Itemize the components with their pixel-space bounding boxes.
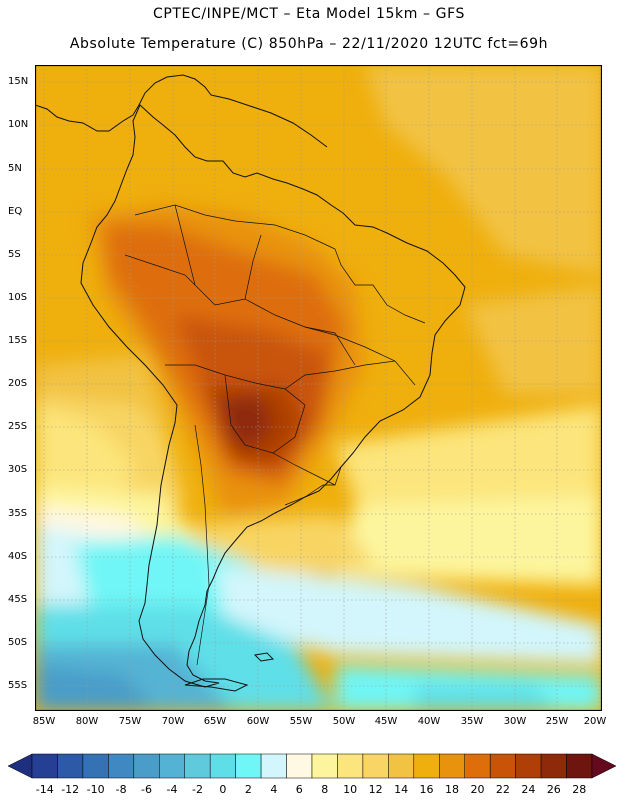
scale-label: 4 <box>270 783 278 796</box>
graticule <box>35 65 602 711</box>
lat-tick-label: 10N <box>8 119 29 130</box>
scale-label: 18 <box>445 783 459 796</box>
lon-tick-label: 25W <box>545 716 569 727</box>
scale-label: 10 <box>343 783 358 796</box>
scale-label: 24 <box>521 783 536 796</box>
lat-tick-label: 15S <box>8 335 28 346</box>
title-line-1: CPTEC/INPE/MCT – Eta Model 15km – GFS <box>152 6 466 22</box>
scale-label: -14 <box>35 783 54 796</box>
lon-tick-label: 35W <box>460 716 484 727</box>
scale-swatch <box>413 753 440 779</box>
lon-tick-label: 75W <box>118 716 142 727</box>
lat-tick-label: 55S <box>8 680 28 691</box>
lat-tick-label: 50S <box>8 637 28 648</box>
coastlines <box>35 74 466 692</box>
lon-tick-label: 80W <box>75 716 99 727</box>
scale-swatch <box>260 753 287 779</box>
scale-label: 16 <box>419 783 434 796</box>
lat-tick-label: 35S <box>8 508 28 519</box>
scale-label: 14 <box>394 783 409 796</box>
scale-swatch <box>439 753 465 779</box>
central-america-coast <box>35 74 212 132</box>
lon-tick-label: 20W <box>583 716 607 727</box>
scale-label: -10 <box>86 783 105 796</box>
scale-label: 8 <box>321 783 329 796</box>
lon-tick-label: 65W <box>203 716 227 727</box>
scale-label: -2 <box>191 783 203 796</box>
south-america-coast <box>80 104 466 688</box>
lon-tick-label: 30W <box>503 716 527 727</box>
lat-tick-label: 20S <box>8 378 28 389</box>
lat-tick-label: 15N <box>8 76 29 87</box>
scale-label: 20 <box>470 783 485 796</box>
scale-swatch <box>464 753 491 779</box>
scale-swatch <box>82 753 109 779</box>
lat-tick-label: 25S <box>8 421 28 432</box>
scale-swatch <box>388 753 415 779</box>
scale-swatch <box>362 753 389 779</box>
scale-swatch <box>286 753 313 779</box>
scale-swatch <box>311 753 338 779</box>
color-scale-bar <box>8 753 616 779</box>
scale-overflow-arrow <box>591 753 616 779</box>
scale-label: 2 <box>244 783 252 796</box>
lon-tick-label: 45W <box>374 716 398 727</box>
scale-label: 0 <box>219 783 227 796</box>
lon-tick-label: 40W <box>417 716 441 727</box>
scale-label: -4 <box>166 783 178 796</box>
scale-swatch <box>235 753 262 779</box>
tierra-del-fuego <box>184 678 249 692</box>
lon-tick-label: 85W <box>32 716 56 727</box>
scale-swatch <box>159 753 185 779</box>
lon-tick-label: 60W <box>246 716 270 727</box>
lon-tick-label: 50W <box>332 716 356 727</box>
scale-swatch <box>540 753 567 779</box>
scale-swatch <box>489 753 516 779</box>
lon-tick-label: 55W <box>289 716 313 727</box>
scale-swatch <box>31 753 58 779</box>
scale-label: 22 <box>495 783 510 796</box>
country-borders <box>124 204 426 666</box>
falkland-islands <box>253 652 275 662</box>
scale-label: 28 <box>572 783 587 796</box>
scale-swatch <box>108 753 135 779</box>
lat-tick-label: EQ <box>8 206 23 217</box>
scale-swatch <box>57 753 84 779</box>
caribbean-coast <box>210 94 328 148</box>
lat-tick-label: 30S <box>8 464 28 475</box>
lat-tick-label: 10S <box>8 292 28 303</box>
scale-swatch <box>515 753 542 779</box>
scale-label: -6 <box>141 783 153 796</box>
lon-tick-label: 70W <box>161 716 185 727</box>
scale-label: -8 <box>115 783 127 796</box>
scale-label: -12 <box>61 783 80 796</box>
lat-tick-label: 5N <box>8 163 22 174</box>
lat-tick-label: 45S <box>8 594 28 605</box>
scale-swatch <box>133 753 160 779</box>
scale-swatch <box>566 753 593 779</box>
scale-swatch <box>209 753 236 779</box>
scale-label: 6 <box>295 783 303 796</box>
temperature-map <box>35 65 602 711</box>
map-border <box>35 65 602 711</box>
temperature-field <box>35 65 602 711</box>
scale-swatch <box>337 753 364 779</box>
lat-tick-label: 5S <box>8 249 21 260</box>
scale-underflow-arrow <box>8 753 33 779</box>
lat-tick-label: 40S <box>8 551 28 562</box>
scale-swatch <box>184 753 211 779</box>
title-line-2: Absolute Temperature (C) 850hPa – 22/11/… <box>69 36 549 52</box>
scale-label: 12 <box>368 783 383 796</box>
scale-label: 26 <box>546 783 561 796</box>
